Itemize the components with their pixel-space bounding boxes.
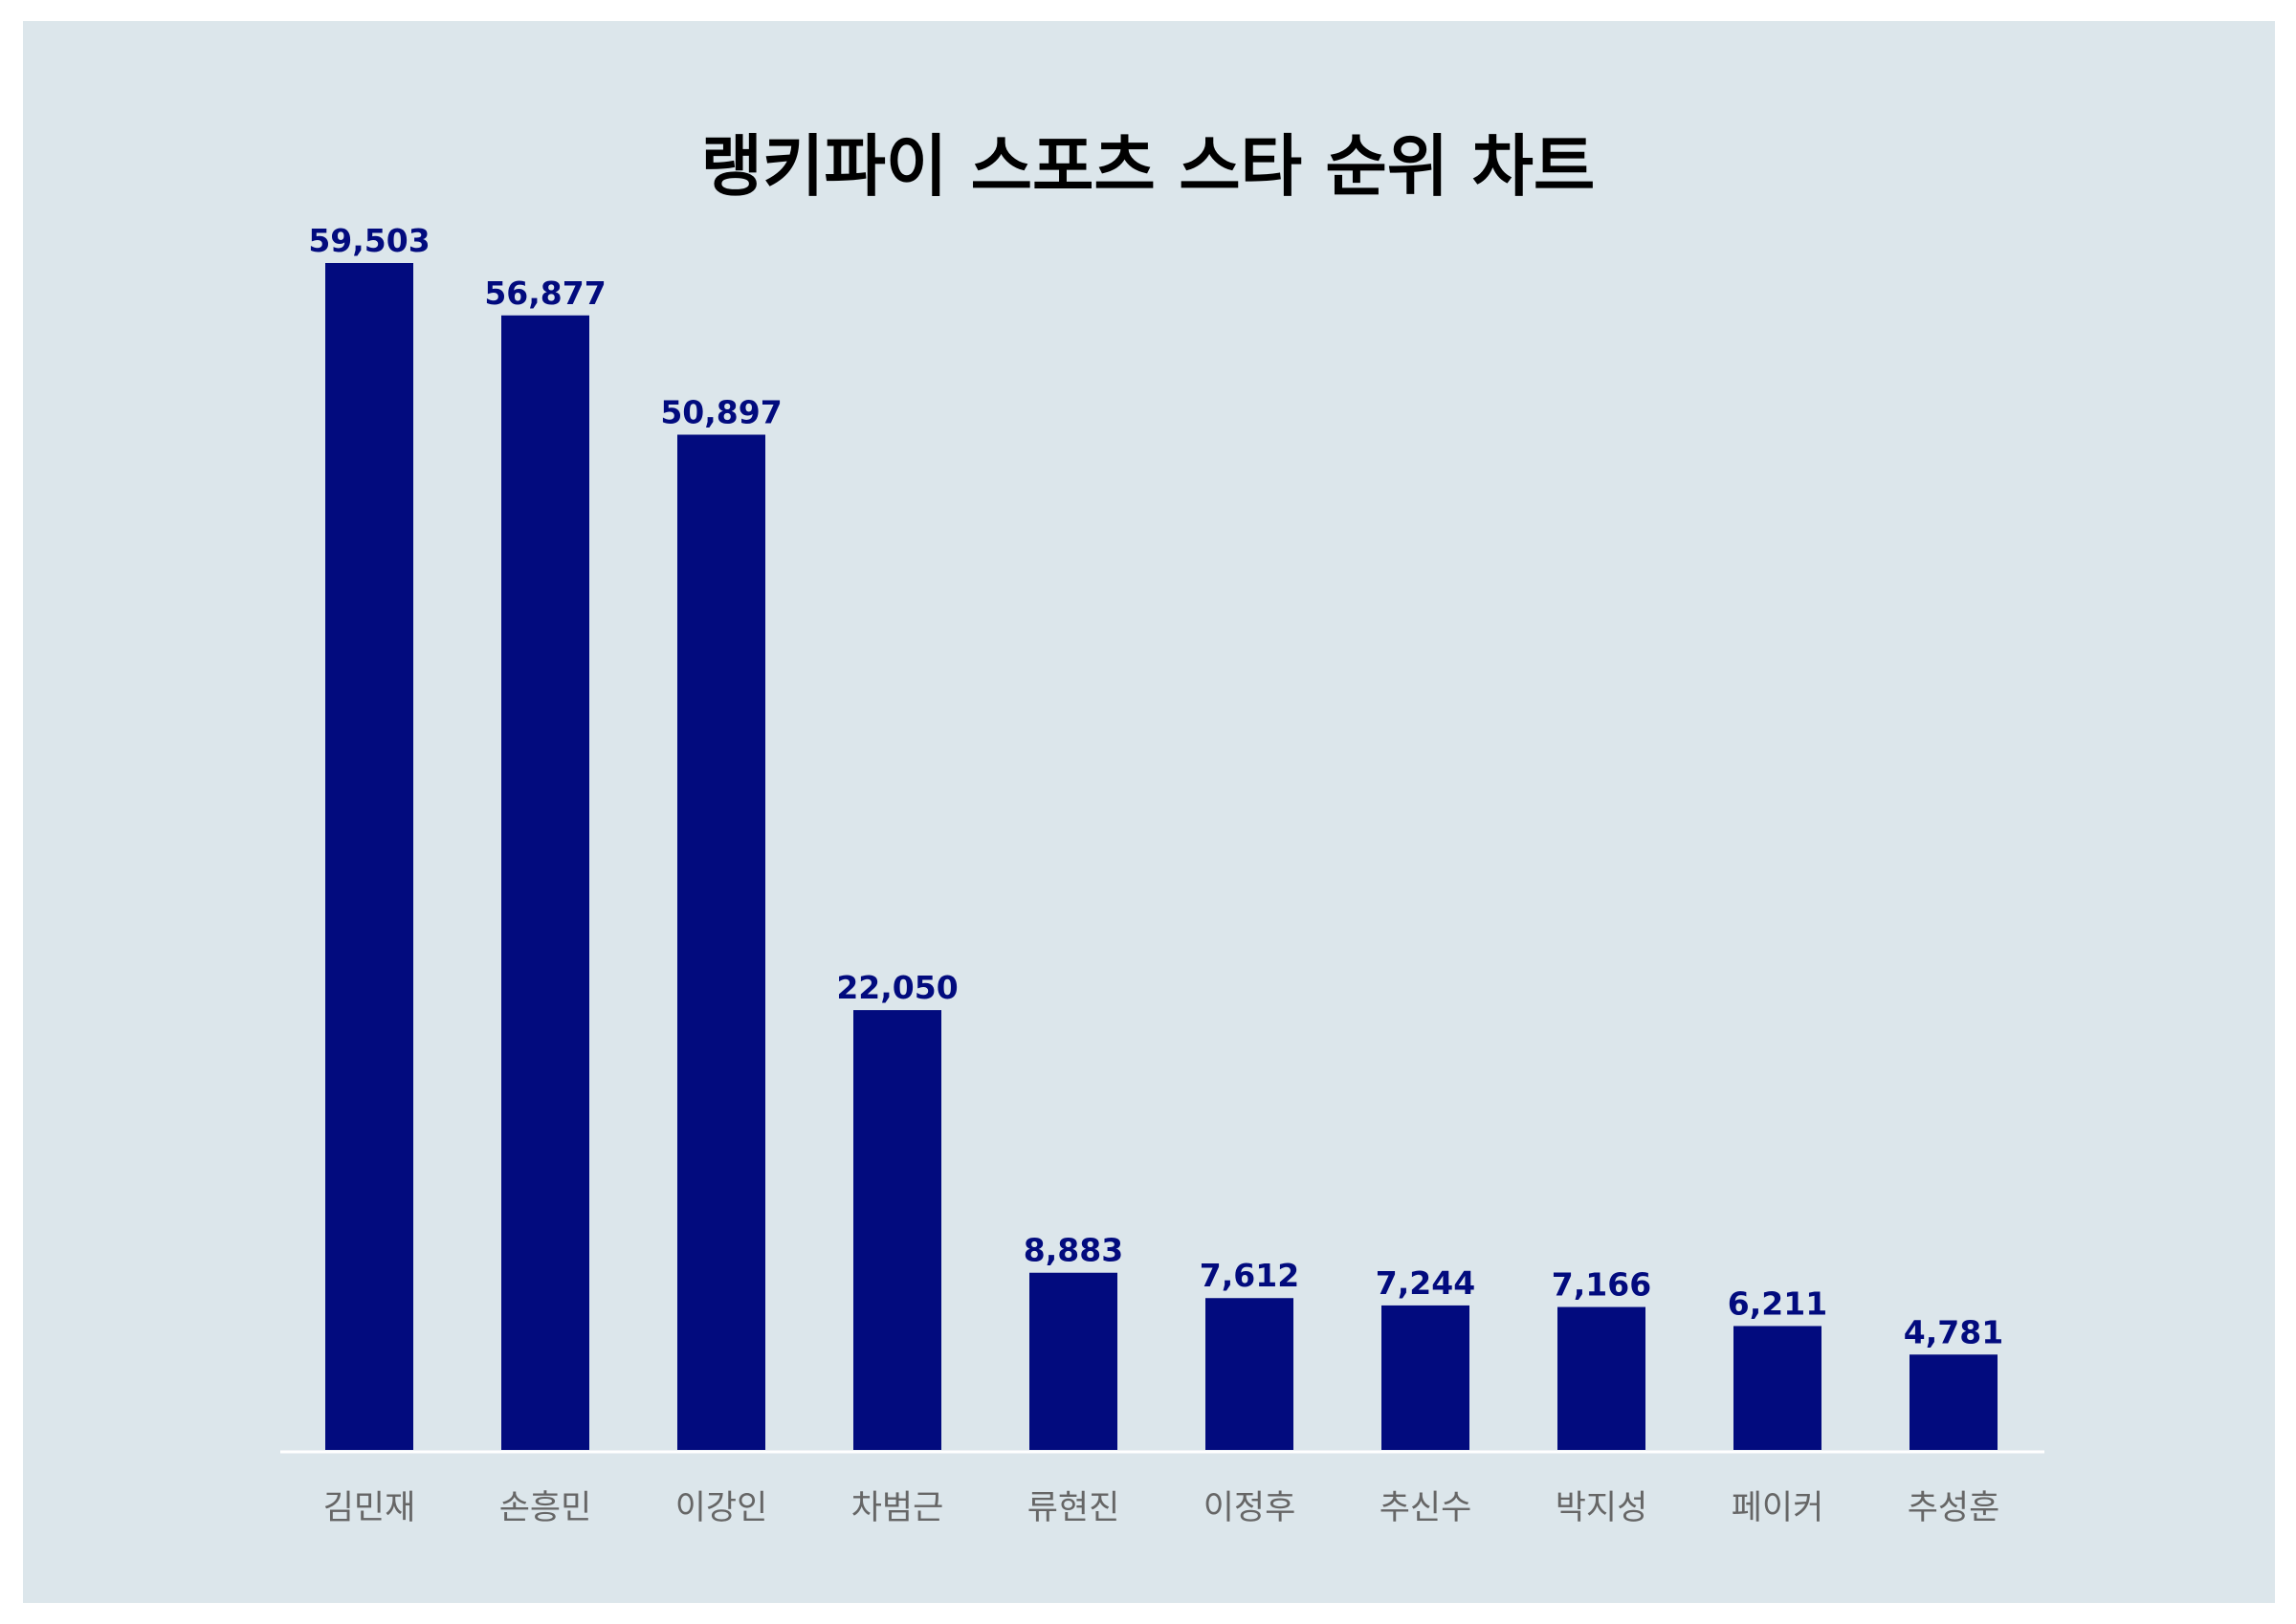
category-label-7: 추신수 bbox=[1380, 1489, 1472, 1527]
value-label-4: 22,050 bbox=[836, 969, 958, 1006]
bar-2 bbox=[501, 315, 589, 1451]
value-label-7: 7,244 bbox=[1376, 1264, 1475, 1302]
value-label-5: 8,883 bbox=[1024, 1232, 1123, 1269]
category-label-5: 류현진 bbox=[1027, 1489, 1120, 1527]
value-label-3: 50,897 bbox=[660, 393, 782, 430]
category-label-1: 김민재 bbox=[323, 1489, 416, 1527]
bar-6 bbox=[1205, 1298, 1293, 1450]
value-label-2: 56,877 bbox=[484, 274, 606, 312]
bar-8 bbox=[1557, 1306, 1645, 1450]
bar-7 bbox=[1381, 1305, 1469, 1450]
bar-5 bbox=[1029, 1272, 1117, 1450]
value-label-1: 59,503 bbox=[308, 222, 430, 259]
category-label-10: 추성훈 bbox=[1908, 1489, 2000, 1527]
bar-3 bbox=[677, 434, 765, 1450]
value-label-9: 6,211 bbox=[1728, 1284, 1827, 1322]
category-label-2: 손흥민 bbox=[499, 1489, 592, 1527]
category-label-8: 박지성 bbox=[1556, 1489, 1648, 1527]
bar-1 bbox=[325, 263, 413, 1450]
category-label-3: 이강인 bbox=[675, 1489, 768, 1527]
bar-4 bbox=[853, 1010, 941, 1450]
category-label-9: 페이커 bbox=[1732, 1489, 1824, 1527]
value-label-6: 7,612 bbox=[1200, 1257, 1299, 1294]
value-label-10: 4,781 bbox=[1904, 1313, 2003, 1350]
bar-10 bbox=[1910, 1354, 1998, 1450]
category-label-4: 차범근 bbox=[851, 1489, 944, 1527]
category-label-6: 이정후 bbox=[1203, 1489, 1296, 1527]
value-label-8: 7,166 bbox=[1552, 1266, 1651, 1304]
chart-title: 랭키파이 스포츠 스타 순위 차트 bbox=[700, 127, 1596, 206]
bar-9 bbox=[1733, 1326, 1821, 1450]
